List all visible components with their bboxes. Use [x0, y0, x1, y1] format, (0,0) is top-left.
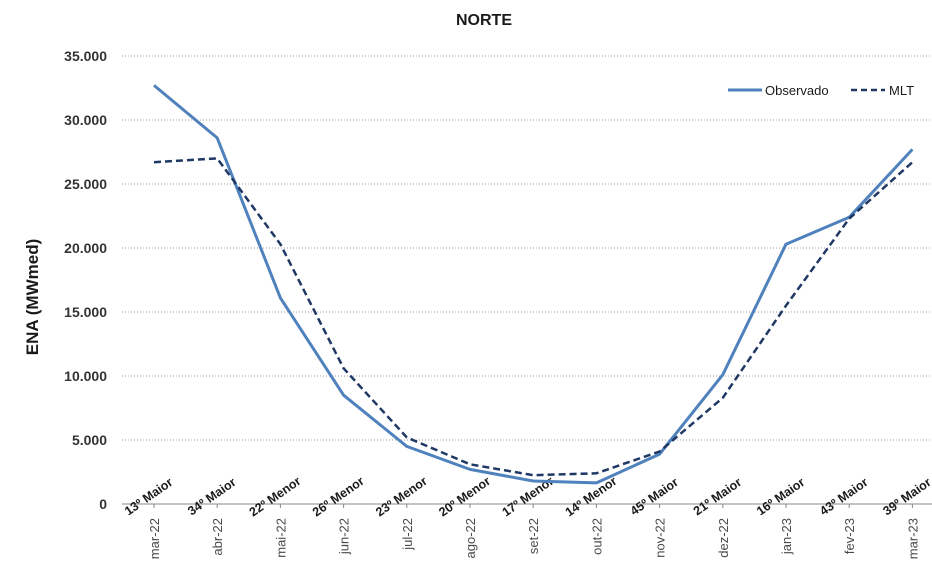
rank-label: 45º Maior — [628, 475, 681, 518]
rank-label: 34º Maior — [185, 475, 238, 518]
series-line-mlt — [154, 158, 912, 475]
x-tick-label: abr-22 — [210, 518, 225, 556]
y-tick-label: 5.000 — [72, 432, 107, 448]
legend-label-observado: Observado — [765, 83, 829, 98]
y-tick-label: 15.000 — [64, 304, 107, 320]
rank-label: 39º Maior — [880, 475, 932, 518]
y-tick-label: 35.000 — [64, 48, 107, 64]
rank-label: 23º Menor — [373, 474, 430, 520]
series-line-observado — [154, 85, 912, 483]
x-tick-label: fev-23 — [842, 518, 857, 554]
x-tick-label: mar-23 — [905, 518, 920, 559]
series-lines — [154, 85, 912, 483]
x-tick-label: dez-22 — [716, 518, 731, 558]
y-tick-label: 0 — [99, 496, 107, 512]
x-tick-label: jan-23 — [779, 518, 794, 555]
y-axis-label: ENA (MWmed) — [23, 239, 42, 355]
rank-label: 20º Menor — [436, 474, 493, 520]
x-tick-label: jun-22 — [337, 518, 352, 555]
gridlines — [122, 56, 932, 504]
y-tick-labels: 0 5.000 10.000 15.000 20.000 25.000 30.000 35.0… — [64, 48, 107, 512]
legend-label-mlt: MLT — [889, 83, 914, 98]
chart-title: NORTE — [456, 12, 512, 29]
x-tick-label: mai-22 — [273, 518, 288, 558]
x-tick-label: jul-22 — [400, 518, 415, 551]
y-tick-label: 10.000 — [64, 368, 107, 384]
y-tick-label: 20.000 — [64, 240, 107, 256]
rank-label: 26º Menor — [310, 474, 367, 520]
rank-label: 13º Maior — [122, 475, 175, 518]
rank-label: 43º Maior — [817, 475, 870, 518]
y-tick-label: 30.000 — [64, 112, 107, 128]
legend: Observado MLT — [728, 83, 914, 98]
x-tick-label: set-22 — [526, 518, 541, 554]
y-tick-label: 25.000 — [64, 176, 107, 192]
x-tick-label: out-22 — [589, 518, 604, 555]
x-tick-label: ago-22 — [463, 518, 478, 558]
x-tick-label: nov-22 — [653, 518, 668, 558]
rank-label: 16º Maior — [754, 475, 807, 518]
rank-label: 22º Menor — [247, 474, 304, 520]
x-tick-label: mar-22 — [147, 518, 162, 559]
rank-label: 21º Maior — [691, 475, 744, 518]
